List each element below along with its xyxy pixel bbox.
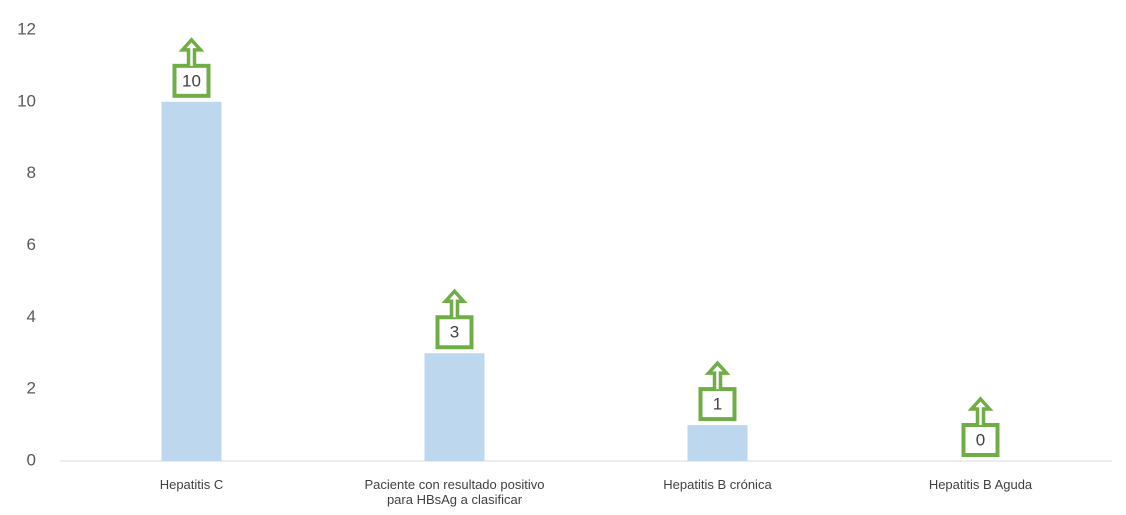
y-tick-label: 12 — [17, 19, 36, 38]
x-tick-label: Paciente con resultado positivo para HBs… — [364, 477, 545, 507]
bar — [687, 425, 748, 461]
callout-arrow — [441, 288, 468, 318]
callout — [961, 423, 1000, 457]
data-label: 1 — [713, 395, 722, 414]
bar — [424, 353, 485, 461]
x-tick-label: Hepatitis C — [159, 477, 224, 492]
callout — [172, 63, 211, 98]
x-tick-label: Hepatitis B crónica — [663, 477, 772, 492]
y-tick-label: 8 — [27, 163, 36, 182]
data-label: 0 — [976, 430, 985, 449]
callout-arrow — [967, 396, 994, 425]
y-tick-label: 0 — [27, 450, 36, 469]
callout-arrow — [178, 37, 205, 66]
y-tick-label: 4 — [27, 307, 36, 326]
data-label: 10 — [182, 71, 201, 90]
x-tick-label: Hepatitis B Aguda — [928, 477, 1033, 492]
y-tick-label: 10 — [17, 91, 36, 110]
data-label: 3 — [450, 323, 459, 342]
y-tick-label: 6 — [27, 235, 36, 254]
bar — [161, 101, 222, 461]
callout-arrow — [704, 360, 731, 390]
y-tick-label: 2 — [27, 379, 36, 398]
